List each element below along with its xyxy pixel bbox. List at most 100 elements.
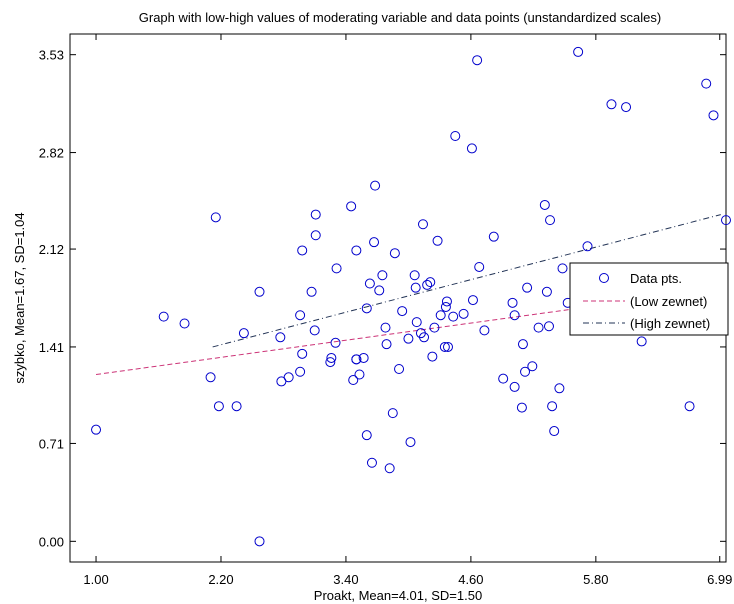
- data-point: [310, 230, 321, 241]
- data-point: [326, 352, 337, 363]
- high-zewnet-line: [212, 214, 721, 348]
- data-point: [573, 46, 584, 57]
- data-point: [331, 263, 342, 274]
- data-point: [549, 426, 560, 437]
- legend-marker-data-pts: [599, 273, 609, 283]
- x-tick-label: 6.99: [707, 572, 732, 587]
- data-point: [425, 277, 436, 288]
- data-point: [474, 261, 485, 272]
- data-point: [348, 375, 359, 386]
- data-point: [238, 328, 249, 339]
- legend-label-low-zewnet: (Low zewnet): [630, 294, 707, 309]
- data-point: [442, 341, 453, 352]
- x-tick-label: 2.20: [208, 572, 233, 587]
- data-point: [410, 282, 421, 293]
- data-points: [91, 46, 731, 547]
- data-point: [254, 536, 265, 547]
- data-point: [405, 437, 416, 448]
- data-point: [374, 285, 385, 296]
- data-point: [411, 317, 422, 328]
- x-tick-label: 1.00: [83, 572, 108, 587]
- data-point: [179, 318, 190, 329]
- data-point: [310, 209, 321, 220]
- data-point: [361, 430, 372, 441]
- data-point: [472, 55, 483, 66]
- data-point: [543, 321, 554, 332]
- data-point: [295, 366, 306, 377]
- data-point: [520, 366, 531, 377]
- data-point: [254, 286, 265, 297]
- data-point: [554, 383, 565, 394]
- data-point: [458, 308, 469, 319]
- data-point: [517, 339, 528, 350]
- data-point: [479, 325, 490, 336]
- data-point: [439, 341, 450, 352]
- data-point: [231, 401, 242, 412]
- data-point: [394, 363, 405, 374]
- data-point: [369, 237, 380, 248]
- data-point: [330, 337, 341, 348]
- data-point: [380, 322, 391, 333]
- data-point: [450, 131, 461, 142]
- data-point: [297, 245, 308, 256]
- data-point: [325, 357, 336, 368]
- data-point: [381, 339, 392, 350]
- data-point: [547, 401, 558, 412]
- data-point: [636, 336, 647, 347]
- data-point: [527, 361, 538, 372]
- data-point: [205, 372, 216, 383]
- data-point: [516, 402, 527, 413]
- data-point: [435, 310, 446, 321]
- data-point: [351, 354, 362, 365]
- data-point: [417, 219, 428, 230]
- data-point: [507, 297, 518, 308]
- data-point: [210, 212, 221, 223]
- data-point: [409, 270, 420, 281]
- data-point: [354, 369, 365, 380]
- data-point: [364, 278, 375, 289]
- data-point: [498, 373, 509, 384]
- data-point: [297, 348, 308, 359]
- data-point: [582, 241, 593, 252]
- y-tick-label: 2.12: [39, 242, 64, 257]
- data-point: [557, 263, 568, 274]
- data-point: [295, 310, 306, 321]
- data-point: [522, 282, 533, 293]
- data-point: [440, 301, 451, 312]
- data-point: [541, 286, 552, 297]
- y-tick-label: 0.71: [39, 436, 64, 451]
- y-axis-label: szybko, Mean=1.67, SD=1.04: [12, 212, 27, 383]
- data-point: [384, 463, 395, 474]
- legend-label-high-zewnet: (High zewnet): [630, 316, 710, 331]
- x-axis: 1.00 2.20 3.40 4.60 5.80 6.99: [83, 34, 732, 587]
- data-point: [441, 296, 452, 307]
- data-point: [309, 325, 320, 336]
- data-point: [621, 102, 632, 113]
- y-tick-label: 3.53: [39, 48, 64, 63]
- x-tick-label: 5.80: [583, 572, 608, 587]
- data-point: [283, 372, 294, 383]
- data-point: [419, 332, 430, 343]
- data-point: [403, 333, 414, 344]
- data-point: [366, 457, 377, 468]
- y-tick-label: 1.41: [39, 340, 64, 355]
- data-point: [448, 311, 459, 322]
- data-point: [370, 180, 381, 191]
- x-tick-label: 4.60: [458, 572, 483, 587]
- data-point: [377, 270, 388, 281]
- data-point: [397, 306, 408, 317]
- data-point: [361, 303, 372, 314]
- data-point: [346, 201, 357, 212]
- data-point: [275, 332, 286, 343]
- data-point: [213, 401, 224, 412]
- legend-label-data-pts: Data pts.: [630, 271, 682, 286]
- data-point: [539, 199, 550, 210]
- chart-title: Graph with low-high values of moderating…: [139, 10, 661, 25]
- data-point: [91, 424, 102, 435]
- y-tick-label: 2.82: [39, 146, 64, 161]
- data-point: [351, 245, 362, 256]
- data-point: [533, 322, 544, 333]
- data-point: [606, 99, 617, 110]
- data-point: [429, 322, 440, 333]
